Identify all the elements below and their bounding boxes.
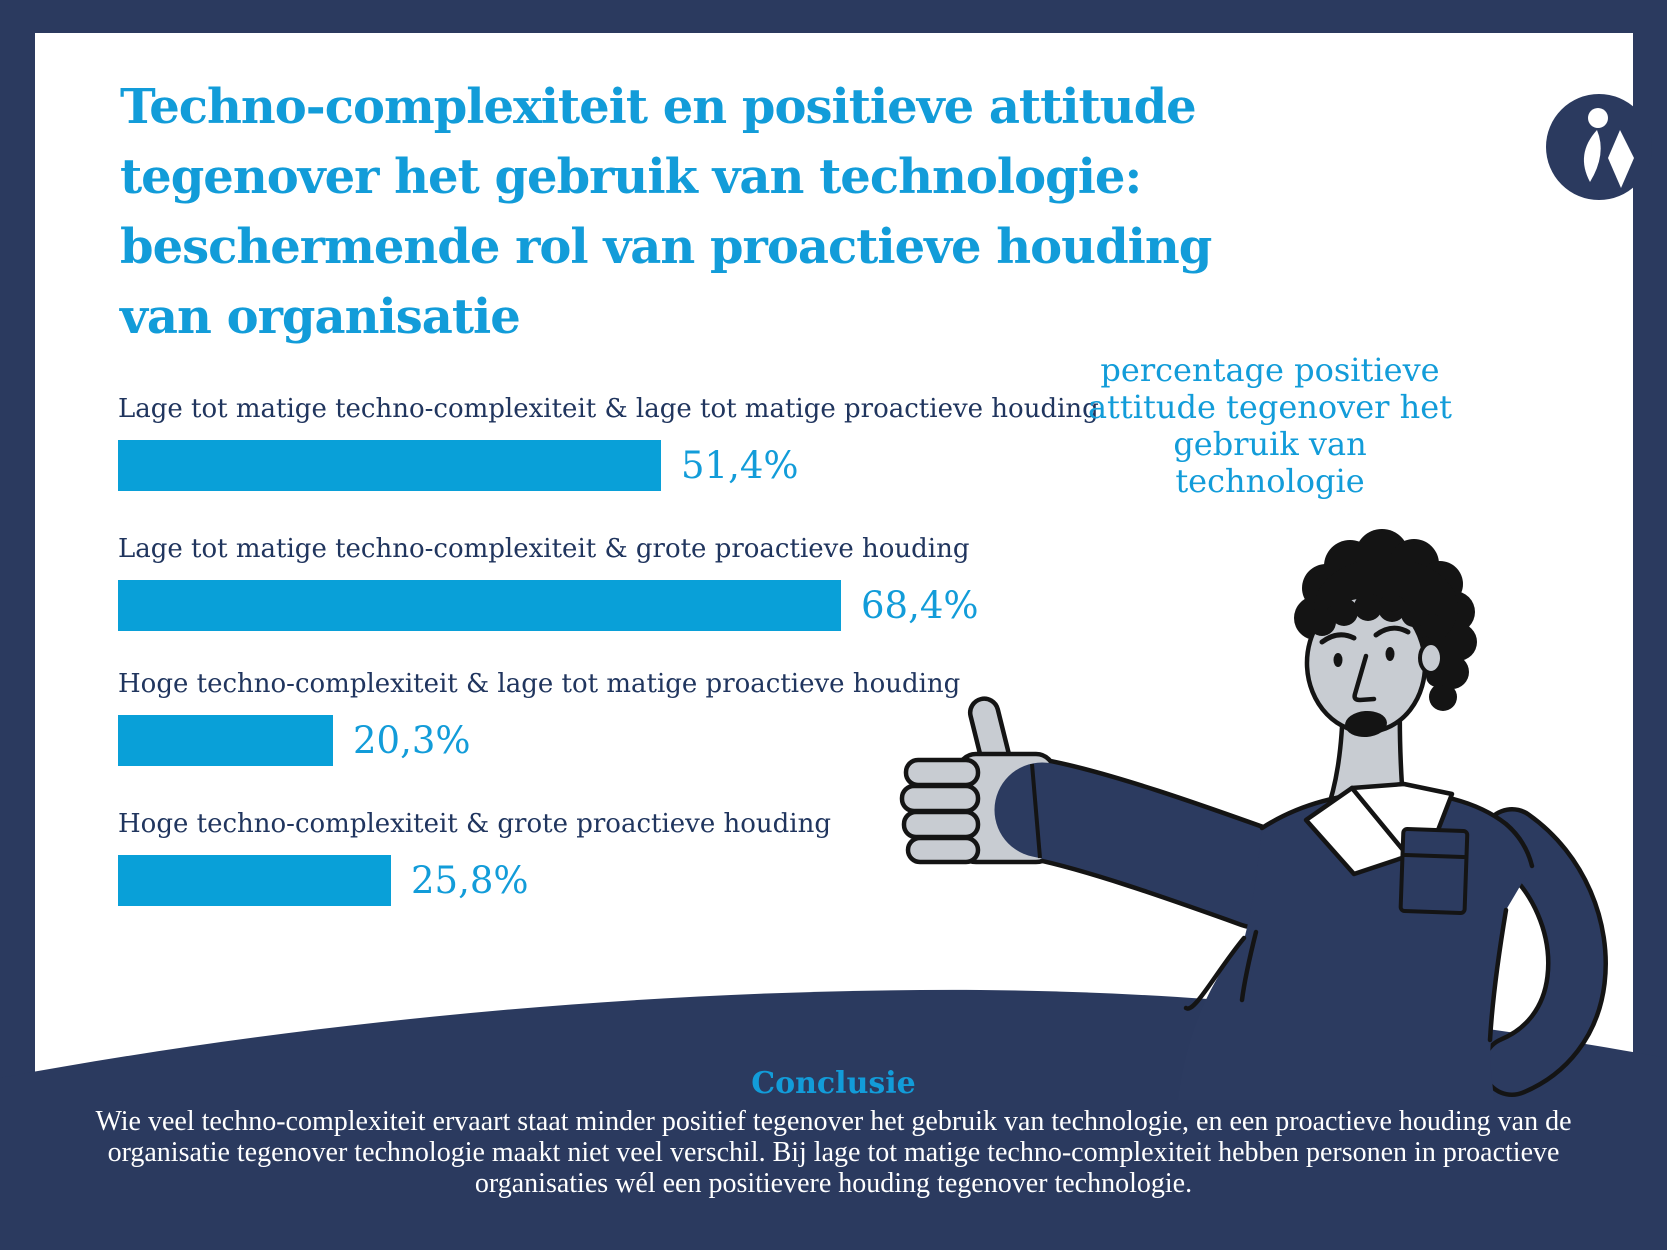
bar-group: Lage tot matige techno-complexiteit & la… <box>118 390 1099 491</box>
axis-annotation: percentage positieve attitude tegenover … <box>1087 351 1453 500</box>
page-title: Techno-complexiteit en positieve attitud… <box>120 79 1212 345</box>
bar-category-label: Lage tot matige techno-complexiteit & gr… <box>118 534 970 564</box>
bar <box>118 440 661 491</box>
bar-value-label: 20,3% <box>353 719 471 762</box>
logo-left-kite <box>1583 130 1601 182</box>
bar-value-label: 68,4% <box>861 584 979 627</box>
conclusion-text: Wie veel techno-complexiteit ervaart sta… <box>95 1106 1572 1199</box>
bar-value-label: 51,4% <box>681 444 799 487</box>
logo-right-kite <box>1608 130 1634 188</box>
bar-group: Hoge techno-complexiteit & lage tot mati… <box>118 665 960 766</box>
bar-row: 20,3% <box>118 715 960 766</box>
logo-head-dot <box>1588 108 1608 128</box>
bar-group: Hoge techno-complexiteit & grote proacti… <box>118 805 831 906</box>
bar-row: 25,8% <box>118 855 831 906</box>
bar-category-label: Hoge techno-complexiteit & lage tot mati… <box>118 669 961 699</box>
idewe-logo-figure <box>1583 108 1634 188</box>
idewe-logo <box>1546 94 1652 200</box>
bar <box>118 855 391 906</box>
bar-category-label: Lage tot matige techno-complexiteit & la… <box>118 394 1099 424</box>
bar <box>118 715 333 766</box>
bar-row: 51,4% <box>118 440 1099 491</box>
bar-value-label: 25,8% <box>411 859 529 902</box>
bar-category-label: Hoge techno-complexiteit & grote proacti… <box>118 809 832 839</box>
bar-row: 68,4% <box>118 580 979 631</box>
bar <box>118 580 841 631</box>
conclusion-heading: Conclusie <box>751 1066 916 1101</box>
conclusion-section: Conclusie Wie veel techno-complexiteit e… <box>84 1066 1584 1199</box>
bar-group: Lage tot matige techno-complexiteit & gr… <box>118 530 979 631</box>
